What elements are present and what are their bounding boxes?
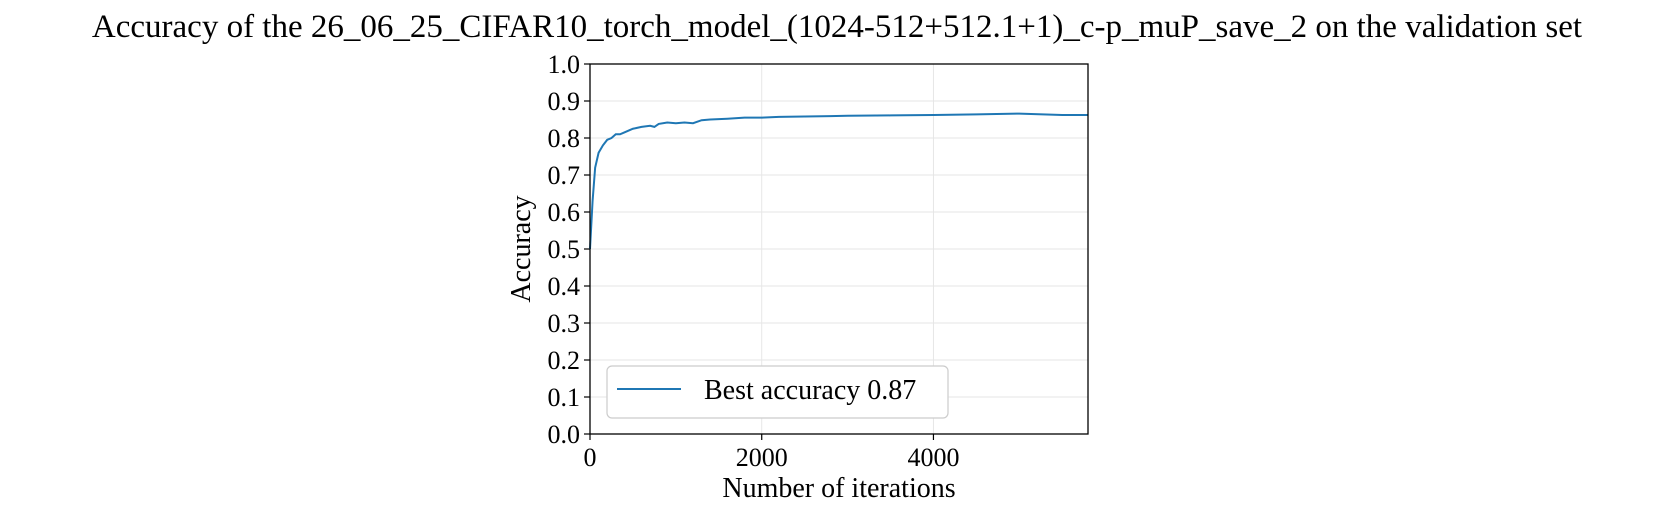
- legend: Best accuracy 0.87: [606, 365, 949, 419]
- x-axis-ticks: 0 2000 4000: [584, 434, 959, 472]
- y-tick-label: 0.2: [548, 346, 581, 375]
- y-tick-label: 0.1: [548, 383, 581, 412]
- plot-frame: [589, 63, 1089, 435]
- y-axis-label: Accuracy: [506, 195, 537, 302]
- y-tick-label: 1.0: [548, 50, 581, 79]
- x-tick-label: 4000: [907, 443, 959, 472]
- legend-box: [606, 365, 949, 419]
- legend-label: Best accuracy 0.87: [704, 375, 916, 406]
- y-tick-label: 0.7: [548, 161, 581, 190]
- y-tick-label: 0.4: [548, 272, 581, 301]
- chart-title: Accuracy of the 26_06_25_CIFAR10_torch_m…: [92, 9, 1582, 45]
- x-axis-label: Number of iterations: [722, 473, 955, 504]
- y-tick-label: 0.8: [548, 124, 581, 153]
- y-tick-label: 0.3: [548, 309, 581, 338]
- x-tick-label: 2000: [736, 443, 788, 472]
- x-tick-label: 0: [584, 443, 597, 472]
- y-tick-label: 0.9: [548, 87, 581, 116]
- y-tick-label: 0.5: [548, 235, 581, 264]
- y-axis-ticks: 0.0 0.1 0.2 0.3 0.4 0.5 0.6 0.7 0.8 0.9 1.0: [548, 50, 590, 449]
- y-tick-label: 0.6: [548, 198, 581, 227]
- series-line: [589, 112, 1088, 250]
- y-tick-label: 0.0: [548, 420, 581, 449]
